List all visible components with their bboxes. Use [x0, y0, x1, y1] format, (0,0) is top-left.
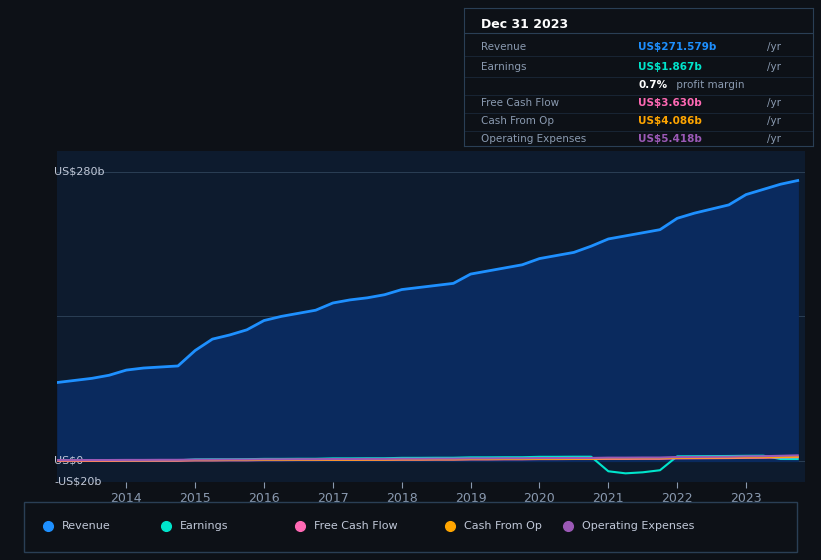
Text: US$3.630b: US$3.630b	[639, 98, 702, 108]
Text: US$0: US$0	[54, 456, 83, 466]
Text: US$4.086b: US$4.086b	[639, 116, 702, 126]
Text: US$280b: US$280b	[54, 167, 104, 177]
Text: Cash From Op: Cash From Op	[464, 521, 542, 531]
Text: US$1.867b: US$1.867b	[639, 62, 702, 72]
Text: US$271.579b: US$271.579b	[639, 42, 717, 52]
Text: Revenue: Revenue	[62, 521, 111, 531]
Text: /yr: /yr	[768, 98, 782, 108]
Text: Operating Expenses: Operating Expenses	[481, 134, 586, 144]
Text: Earnings: Earnings	[481, 62, 527, 72]
Text: Cash From Op: Cash From Op	[481, 116, 554, 126]
Text: /yr: /yr	[768, 134, 782, 144]
Text: Operating Expenses: Operating Expenses	[582, 521, 695, 531]
Text: profit margin: profit margin	[673, 80, 745, 90]
Text: Free Cash Flow: Free Cash Flow	[314, 521, 398, 531]
Text: 0.7%: 0.7%	[639, 80, 667, 90]
Text: /yr: /yr	[768, 42, 782, 52]
Text: /yr: /yr	[768, 62, 782, 72]
Text: US$5.418b: US$5.418b	[639, 134, 702, 144]
Text: Earnings: Earnings	[181, 521, 229, 531]
Text: /yr: /yr	[768, 116, 782, 126]
Text: -US$20b: -US$20b	[54, 477, 102, 487]
Text: Free Cash Flow: Free Cash Flow	[481, 98, 559, 108]
Text: Revenue: Revenue	[481, 42, 526, 52]
Text: Dec 31 2023: Dec 31 2023	[481, 18, 568, 31]
